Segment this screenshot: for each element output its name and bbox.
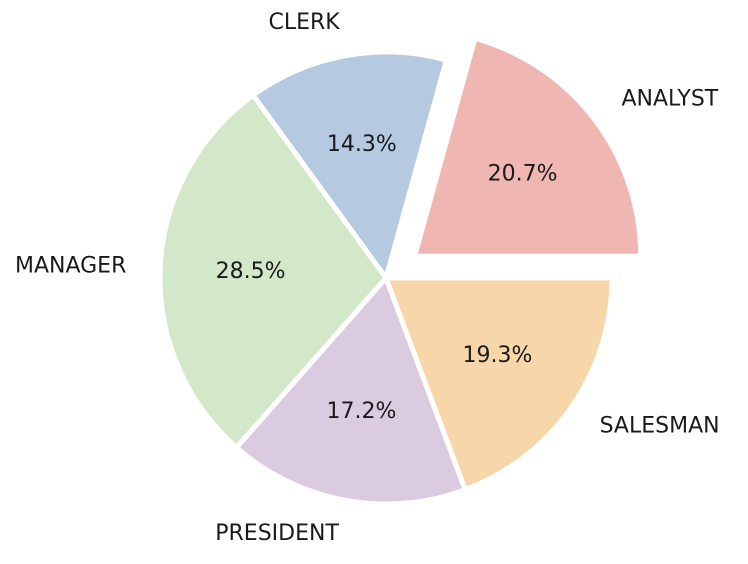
pie-slice-manager <box>157 92 389 451</box>
pie-slice-president <box>234 275 468 507</box>
pie-pct-label-salesman: 19.3% <box>462 343 532 368</box>
pie-category-label-clerk: CLERK <box>268 10 340 35</box>
pie-category-label-salesman: SALESMAN <box>600 414 720 439</box>
labels-layer: 20.7% ANALYST 14.3% CLERK 28.5% MANAGER 17.2% P… <box>15 10 720 546</box>
pie-pct-label-manager: 28.5% <box>216 259 286 284</box>
slices-layer <box>157 35 644 507</box>
pie-slice-salesman <box>383 275 615 493</box>
pie-slice-analyst <box>412 35 644 259</box>
pie-pct-label-analyst: 20.7% <box>488 162 558 187</box>
pie-slice-clerk <box>250 49 449 281</box>
pie-category-label-president: PRESIDENT <box>215 521 339 546</box>
pie-pct-label-president: 17.2% <box>326 399 396 424</box>
pie-category-label-analyst: ANALYST <box>622 86 719 111</box>
pie-pct-label-clerk: 14.3% <box>327 132 397 157</box>
pie-category-label-manager: MANAGER <box>15 253 126 278</box>
